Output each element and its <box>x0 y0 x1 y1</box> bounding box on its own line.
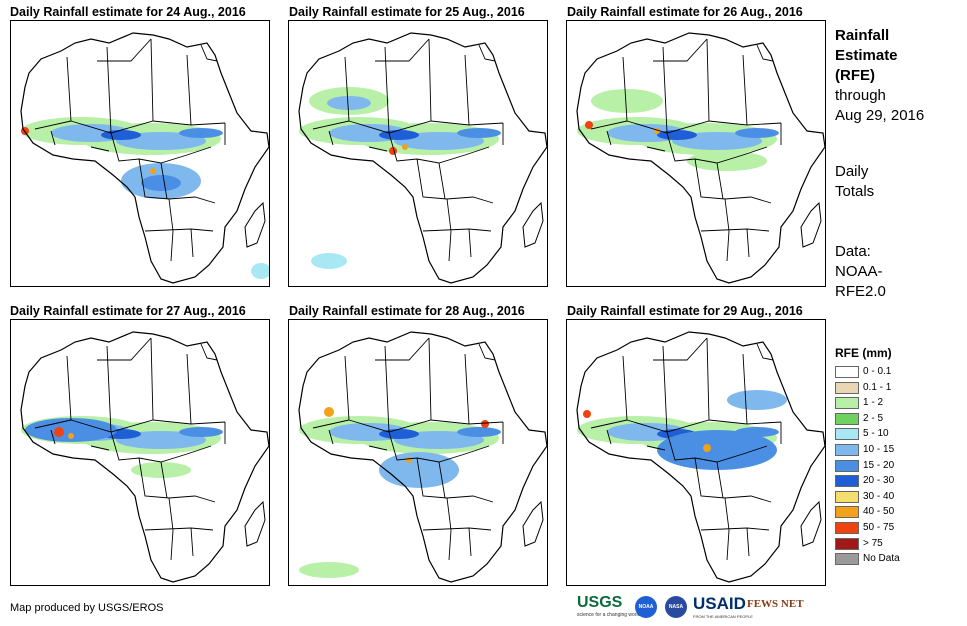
rainfall-map <box>566 20 826 287</box>
data-source: Data: NOAA- RFE2.0 <box>835 243 886 300</box>
legend-label: 1 - 2 <box>863 397 884 409</box>
legend-swatch <box>835 553 859 566</box>
panel-title: Daily Rainfall estimate for 25 Aug., 201… <box>289 5 525 19</box>
rainfall-map <box>288 20 548 287</box>
legend-swatch <box>835 397 859 410</box>
panel-title: Daily Rainfall estimate for 26 Aug., 201… <box>567 5 803 19</box>
legend-label: 5 - 10 <box>863 428 889 440</box>
legend-swatch <box>835 381 859 394</box>
rainfall-map <box>10 20 270 287</box>
legend-label: 2 - 5 <box>863 412 884 424</box>
panel-title: Daily Rainfall estimate for 28 Aug., 201… <box>289 304 525 318</box>
legend-label: 40 - 50 <box>863 506 895 518</box>
legend-swatch <box>835 444 859 456</box>
legend-label: 20 - 30 <box>863 475 895 487</box>
legend-label: 10 - 15 <box>863 444 895 455</box>
fews-net-logo: FEWS NET <box>747 598 804 610</box>
usgs-logo: USGS science for a changing world <box>577 594 641 618</box>
legend-swatch <box>835 428 859 441</box>
legend-swatch <box>835 459 859 472</box>
legend-swatch <box>835 522 859 534</box>
product-title: Rainfall Estimate (RFE) <box>835 27 898 84</box>
rainfall-map <box>10 319 270 586</box>
legend-swatch <box>835 412 859 425</box>
map-credit: Map produced by USGS/EROS <box>10 602 164 614</box>
noaa-logo: NOAA <box>635 596 657 618</box>
legend-swatch <box>835 490 859 503</box>
legend-label: > 75 <box>863 537 883 549</box>
legend-label: 15 - 20 <box>863 459 895 471</box>
rainfall-map <box>566 319 826 586</box>
panel-title: Daily Rainfall estimate for 29 Aug., 201… <box>567 304 803 318</box>
through-date: through Aug 29, 2016 <box>835 87 925 124</box>
period-label: Daily Totals <box>835 163 875 200</box>
legend-label: 0.1 - 1 <box>863 381 892 393</box>
legend-swatch <box>835 506 859 519</box>
nasa-logo: NASA <box>665 596 687 618</box>
legend-label: No Data <box>863 553 900 565</box>
usaid-logo: USAID FROM THE AMERICAN PEOPLE <box>693 594 753 619</box>
rainfall-map <box>288 319 548 586</box>
legend-label: 0 - 0.1 <box>863 366 892 377</box>
legend-swatch <box>835 366 859 378</box>
panel-title: Daily Rainfall estimate for 27 Aug., 201… <box>10 304 246 318</box>
legend-swatch <box>835 537 859 550</box>
legend-label: 50 - 75 <box>863 522 895 533</box>
legend-swatch <box>835 475 859 488</box>
panel-title: Daily Rainfall estimate for 24 Aug., 201… <box>10 5 246 19</box>
legend-label: 30 - 40 <box>863 490 895 502</box>
legend-title: RFE (mm) <box>835 346 892 360</box>
